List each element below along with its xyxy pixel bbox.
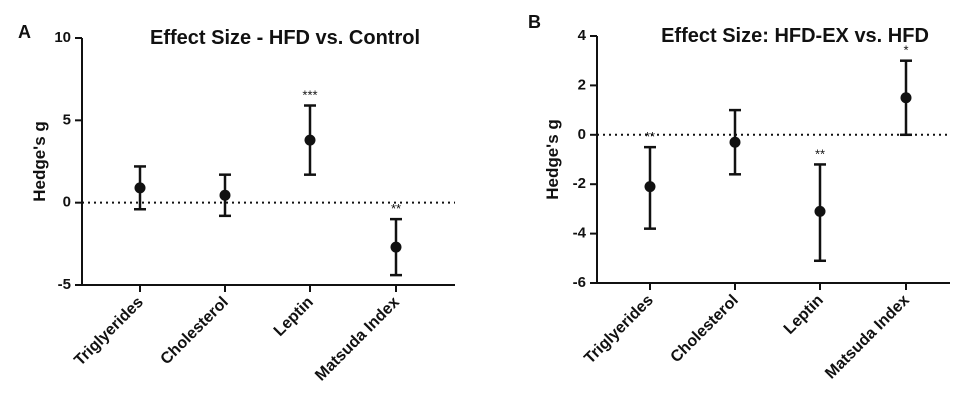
annotation: ** xyxy=(815,146,825,161)
x-tick-label: Cholesterol xyxy=(668,292,742,366)
chart-title: Effect Size - HFD vs. Control xyxy=(150,27,420,49)
point xyxy=(814,205,826,217)
y-tick-label: 0 xyxy=(578,126,586,143)
x-tick-label: Matsuda Index xyxy=(312,294,403,385)
y-tick-label: -4 xyxy=(573,225,587,242)
panel-label: A xyxy=(18,22,31,42)
chart-title: Effect Size: HFD-EX vs. HFD xyxy=(661,25,929,47)
point xyxy=(900,92,912,104)
y-tick-label: 2 xyxy=(578,76,586,93)
point xyxy=(134,182,146,194)
y-tick-label: 0 xyxy=(63,194,71,211)
point xyxy=(729,136,741,148)
y-axis-label: Hedge's g xyxy=(30,121,49,202)
panel-label: B xyxy=(528,12,541,32)
annotation: *** xyxy=(302,88,317,103)
y-axis-label: Hedge's g xyxy=(543,119,562,200)
x-tick-label: Cholesterol xyxy=(158,294,232,368)
annotation: ** xyxy=(391,201,401,216)
y-tick-label: -6 xyxy=(573,274,586,291)
y-tick-label: 10 xyxy=(54,29,71,46)
annotation: ** xyxy=(645,129,655,144)
x-tick-label: Leptin xyxy=(781,292,827,338)
point xyxy=(390,241,402,253)
point xyxy=(219,189,231,201)
annotation: * xyxy=(903,43,908,58)
x-tick-label: Triglyerides xyxy=(71,294,147,370)
x-tick-label: Matsuda Index xyxy=(822,292,913,383)
y-tick-label: 5 xyxy=(63,111,71,128)
point xyxy=(644,181,656,193)
y-tick-label: -2 xyxy=(573,175,586,192)
x-tick-label: Triglyerides xyxy=(581,292,657,368)
point xyxy=(304,134,316,146)
x-tick-label: Leptin xyxy=(271,294,317,340)
y-tick-label: 4 xyxy=(578,27,587,44)
y-tick-label: -5 xyxy=(58,276,71,293)
